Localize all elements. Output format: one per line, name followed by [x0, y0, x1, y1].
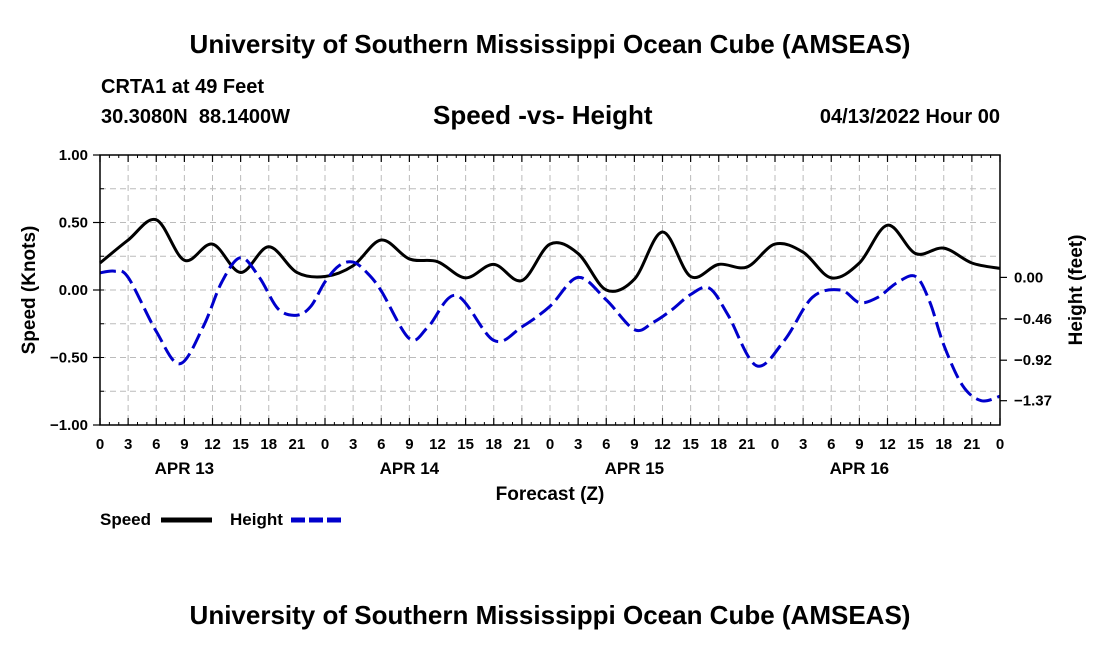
legend: Speed Height	[100, 510, 342, 529]
datetime-label: 04/13/2022 Hour 00	[819, 106, 1000, 128]
x-tick-label: 6	[152, 436, 160, 453]
x-tick-label: 0	[96, 436, 104, 453]
y2-tick-label: 0.00	[1014, 269, 1043, 286]
y-tick-label: −0.50	[50, 350, 88, 367]
y-tick-label: −1.00	[50, 417, 88, 434]
x-tick-label: 21	[514, 436, 531, 453]
grid-lines	[100, 155, 1000, 425]
x-tick-label: 21	[289, 436, 306, 453]
x-tick-label: 15	[232, 436, 249, 453]
date-label: APR 13	[155, 459, 215, 478]
tick-marks	[93, 154, 1007, 426]
x-tick-label: 3	[124, 436, 132, 453]
y2-tick-label: −0.46	[1014, 311, 1052, 328]
date-label: APR 15	[605, 459, 665, 478]
y2-axis-title: Height (feet)	[1066, 235, 1087, 346]
x-tick-label: 18	[485, 436, 502, 453]
x-tick-label: 3	[349, 436, 357, 453]
series-line-speed	[99, 217, 1001, 293]
x-tick-label: 9	[405, 436, 413, 453]
x-tick-label: 12	[654, 436, 671, 453]
x-tick-label: 18	[710, 436, 727, 453]
coordinates-label: 30.3080N 88.1400W	[101, 106, 291, 128]
speed-vs-height-chart: 0 3 6 9 12 15 18 21 0 3 6 9 12 15 18 21 0 3 6 9 12 15 18 21 0 3 6 9…	[19, 147, 1087, 529]
chart-title: University of Southern Mississippi Ocean…	[189, 29, 911, 59]
chart-subtitle: Speed -vs- Height	[433, 100, 653, 130]
x-tick-label: 12	[204, 436, 221, 453]
x-tick-label: 15	[682, 436, 699, 453]
x-tick-label: 18	[260, 436, 277, 453]
x-tick-label: 6	[602, 436, 610, 453]
y2-tick-label: −1.37	[1014, 393, 1052, 410]
x-tick-label: 15	[457, 436, 474, 453]
series-line-height	[99, 256, 1001, 403]
x-tick-label: 3	[574, 436, 582, 453]
x-tick-label: 18	[935, 436, 952, 453]
x-tick-label: 21	[739, 436, 756, 453]
x-tick-label: 0	[321, 436, 329, 453]
x-tick-label: 12	[429, 436, 446, 453]
station-label: CRTA1 at 49 Feet	[101, 76, 265, 98]
x-tick-label: 9	[855, 436, 863, 453]
x-tick-label: 0	[996, 436, 1004, 453]
x-tick-label: 0	[771, 436, 779, 453]
y-tick-label: 0.50	[59, 215, 88, 232]
x-axis-title: Forecast (Z)	[496, 484, 605, 505]
x-tick-label: 3	[799, 436, 807, 453]
legend-label-speed: Speed	[100, 510, 151, 529]
y-tick-label: 0.00	[59, 282, 88, 299]
x-tick-label: 9	[630, 436, 638, 453]
x-tick-label: 15	[907, 436, 924, 453]
x-tick-label: 6	[377, 436, 385, 453]
footer-title: University of Southern Mississippi Ocean…	[189, 600, 911, 630]
y-tick-label: 1.00	[59, 147, 88, 164]
legend-label-height: Height	[230, 510, 283, 529]
tick-labels: 0 3 6 9 12 15 18 21 0 3 6 9 12 15 18 21 0 3 6 9 12 15 18 21 0 3 6 9…	[50, 147, 1052, 478]
x-tick-label: 0	[546, 436, 554, 453]
y2-tick-label: −0.92	[1014, 352, 1052, 369]
date-label: APR 16	[830, 459, 890, 478]
x-tick-label: 12	[879, 436, 896, 453]
x-tick-label: 21	[964, 436, 981, 453]
x-tick-label: 9	[180, 436, 188, 453]
series-group	[99, 217, 1001, 403]
x-tick-label: 6	[827, 436, 835, 453]
date-label: APR 14	[380, 459, 440, 478]
y-axis-title: Speed (Knots)	[19, 226, 40, 355]
